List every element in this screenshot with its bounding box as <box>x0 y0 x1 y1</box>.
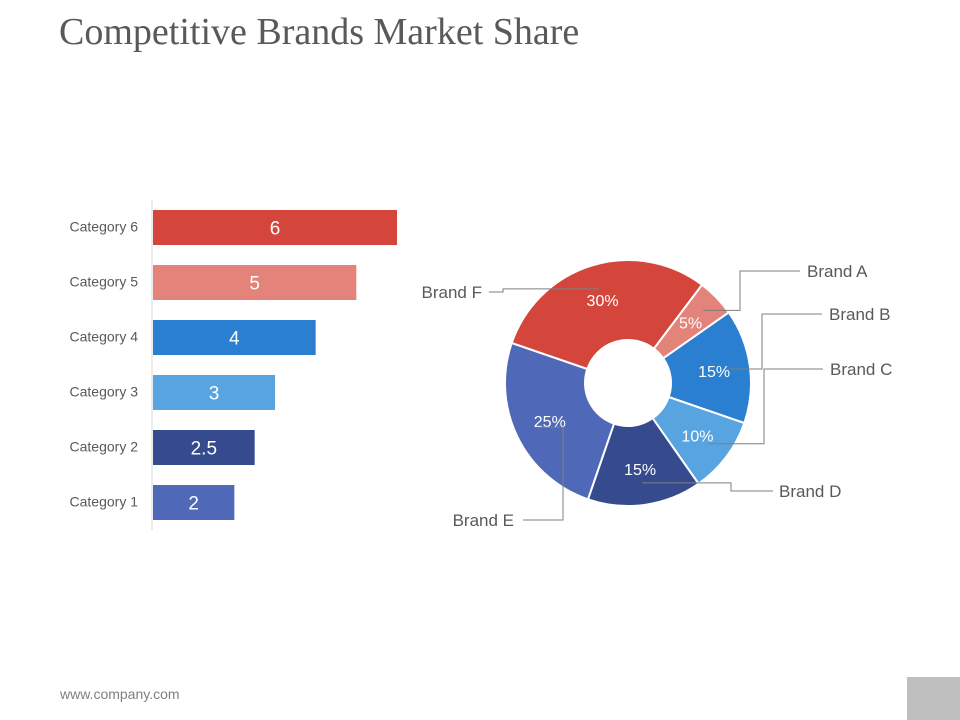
donut-slice-brand-f <box>510 259 704 371</box>
bar-chart: 2 Category 1 2.5 Category 2 3 Category 3 4 Cate… <box>70 200 397 530</box>
legend-callout-label: Brand D <box>779 482 841 501</box>
slice-percent-label: 5% <box>679 316 702 333</box>
bar-5 <box>153 265 357 300</box>
category-label: Category 5 <box>70 274 139 290</box>
slice-percent-label: 15% <box>698 364 730 381</box>
bar-4 <box>153 320 316 355</box>
callout-line <box>703 270 800 311</box>
legend-callout-label: Brand A <box>807 262 868 281</box>
bar-2 <box>153 430 255 465</box>
slice-percent-label: 10% <box>681 428 713 445</box>
legend-callout-label: Brand F <box>422 283 482 302</box>
callout-line <box>708 368 823 445</box>
bar-value-label: 2 <box>188 494 199 515</box>
bar-1 <box>153 485 235 520</box>
legend-callout-label: Brand C <box>830 360 892 379</box>
donut-slice-brand-b <box>661 311 752 425</box>
category-label: Category 3 <box>70 384 139 400</box>
donut-chart: 5% Brand A 15% Brand B 10% Brand C 15% Brand D 2… <box>422 259 892 530</box>
bar-3 <box>153 375 275 410</box>
slice-percent-label: 30% <box>587 293 619 310</box>
corner-decoration <box>907 677 960 720</box>
bar-6 <box>153 210 397 245</box>
category-label: Category 6 <box>70 219 139 235</box>
donut-slice-brand-e <box>504 341 616 501</box>
bar-value-label: 2.5 <box>191 439 217 460</box>
category-label: Category 2 <box>70 439 139 455</box>
slice-percent-label: 25% <box>534 414 566 431</box>
callout-line <box>727 313 822 370</box>
callout-line <box>489 288 600 293</box>
bar-value-label: 4 <box>229 329 240 350</box>
callout-line <box>642 482 773 492</box>
legend-callout-label: Brand E <box>453 511 514 530</box>
category-label: Category 1 <box>70 494 139 510</box>
legend-callout-label: Brand B <box>829 305 890 324</box>
bar-value-label: 5 <box>249 274 260 295</box>
footer-url: www.company.com <box>60 686 180 702</box>
slice-percent-label: 15% <box>624 462 656 479</box>
callout-line <box>523 426 564 521</box>
bar-value-label: 3 <box>209 384 220 405</box>
donut-slice-brand-d <box>586 416 700 507</box>
category-label: Category 4 <box>70 329 139 345</box>
bar-value-label: 6 <box>270 219 281 240</box>
page-title: Competitive Brands Market Share <box>59 11 580 53</box>
